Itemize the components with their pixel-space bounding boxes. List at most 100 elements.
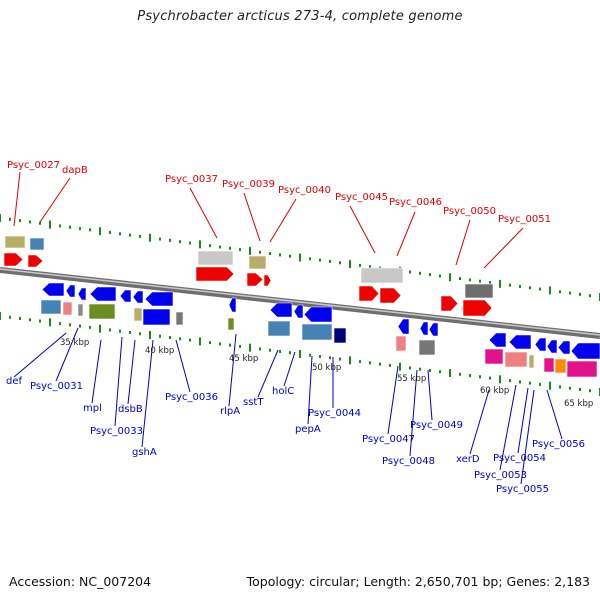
gene-arrow-red[interactable] <box>3 252 24 267</box>
gene-box[interactable] <box>504 351 528 368</box>
gene-arrow-blue[interactable] <box>534 337 547 352</box>
gene-label[interactable]: mpl <box>83 403 102 414</box>
gene-arrow-red[interactable] <box>246 272 264 287</box>
gene-box[interactable] <box>543 357 555 373</box>
label-leader-line <box>409 369 418 457</box>
gene-arrow-red[interactable] <box>462 299 493 317</box>
kbp-label: 65 kbp <box>564 399 593 409</box>
gene-label[interactable]: Psyc_0049 <box>410 420 463 431</box>
gene-arrow-blue[interactable] <box>570 342 600 360</box>
gene-label[interactable]: gshA <box>132 447 157 458</box>
gene-box[interactable] <box>566 360 598 378</box>
label-leader-line <box>520 389 535 485</box>
gene-box[interactable] <box>248 255 267 270</box>
gene-arrow-red[interactable] <box>358 285 380 302</box>
gene-box[interactable] <box>175 311 184 326</box>
gene-label[interactable]: Psyc_0046 <box>389 197 442 208</box>
gene-label[interactable]: Psyc_0055 <box>496 484 549 495</box>
gene-box[interactable] <box>227 317 235 331</box>
gene-arrow-blue[interactable] <box>77 287 87 301</box>
gene-arrow-blue[interactable] <box>428 322 439 337</box>
kbp-tick-labels: 35 kbp 40 kbp 45 kbp 50 kbp 55 kbp 60 kbp 65 k… <box>60 338 593 409</box>
gene-label[interactable]: Psyc_0056 <box>532 439 585 450</box>
gene-box[interactable] <box>142 308 171 326</box>
label-leader-line <box>269 198 297 243</box>
gene-box[interactable] <box>528 354 535 369</box>
gene-label[interactable]: Psyc_0037 <box>165 174 218 185</box>
gene-arrow-red[interactable] <box>440 295 459 312</box>
gene-box[interactable] <box>77 303 84 317</box>
gene-labels: Psyc_0027 dapB Psyc_0037 Psyc_0039Psyc_0040… <box>6 160 585 495</box>
gene-box[interactable] <box>197 250 234 266</box>
gene-box[interactable] <box>133 307 143 322</box>
gene-arrow-blue[interactable] <box>303 306 333 323</box>
gene-arrow-blue[interactable] <box>65 284 76 298</box>
gene-box[interactable] <box>484 348 504 365</box>
gene-arrow-blue[interactable] <box>119 289 132 303</box>
gene-box[interactable] <box>62 301 73 316</box>
gene-label[interactable]: dsbB <box>118 404 143 415</box>
gene-label[interactable]: Psyc_0053 <box>474 470 527 481</box>
gene-arrow-blue[interactable] <box>144 291 174 307</box>
gene-arrow-blue[interactable] <box>397 318 410 335</box>
kbp-label: 45 kbp <box>229 354 258 364</box>
gene-label[interactable]: Psyc_0054 <box>493 453 546 464</box>
gene-label[interactable]: dapB <box>62 165 88 176</box>
gene-label[interactable]: Psyc_0048 <box>382 456 435 467</box>
gene-label[interactable]: rlpA <box>220 406 240 417</box>
gene-arrow-blue[interactable] <box>488 332 507 348</box>
label-leader-line <box>127 339 136 405</box>
gene-label[interactable]: Psyc_0047 <box>362 434 415 445</box>
gene-label[interactable]: Psyc_0033 <box>90 426 143 437</box>
gene-arrow-red[interactable] <box>379 287 402 304</box>
gene-box[interactable] <box>88 303 116 320</box>
gene-box[interactable] <box>395 335 407 352</box>
topology-value: Topology: circular; Length: 2,650,701 bp… <box>246 574 590 589</box>
gene-label[interactable]: xerD <box>456 454 480 465</box>
gene-box[interactable] <box>464 283 494 299</box>
gene-label[interactable]: Psyc_0039 <box>222 179 275 190</box>
genome-backbone <box>0 267 600 339</box>
kbp-label: 40 kbp <box>145 346 174 356</box>
gene-arrow-blue[interactable] <box>228 297 237 313</box>
gene-arrow-blue[interactable] <box>557 340 571 355</box>
gene-arrow-blue[interactable] <box>41 282 65 297</box>
gene-label[interactable]: Psyc_0040 <box>278 185 331 196</box>
gene-box[interactable] <box>418 339 436 356</box>
gene-label[interactable]: def <box>6 376 23 387</box>
gene-arrow-blue[interactable] <box>293 304 304 319</box>
gene-label[interactable]: holC <box>272 386 294 397</box>
label-leader-line <box>483 227 524 269</box>
gene-arrow-blue[interactable] <box>269 302 293 318</box>
gene-label[interactable]: Psyc_0027 <box>7 160 60 171</box>
gene-label[interactable]: Psyc_0050 <box>443 206 496 217</box>
gene-arrow-red[interactable] <box>27 254 44 268</box>
gene-arrow-blue[interactable] <box>419 321 429 336</box>
gene-label[interactable]: pepA <box>295 424 321 435</box>
gene-arrow-red[interactable] <box>263 274 272 287</box>
gene-arrow-blue[interactable] <box>132 290 144 304</box>
gene-box[interactable] <box>301 323 333 341</box>
gene-label[interactable]: Psyc_0044 <box>308 408 361 419</box>
gene-label[interactable]: Psyc_0051 <box>498 214 551 225</box>
backbone-highlight <box>0 268 600 336</box>
gene-label[interactable]: sstT <box>243 397 264 408</box>
gene-box[interactable] <box>554 358 567 374</box>
gene-box[interactable] <box>333 327 347 344</box>
label-leader-line <box>455 219 471 266</box>
gene-box[interactable] <box>4 235 26 249</box>
label-leader-line <box>349 205 376 254</box>
gene-label[interactable]: Psyc_0036 <box>165 392 218 403</box>
gene-arrow-blue[interactable] <box>508 334 532 350</box>
gene-label[interactable]: Psyc_0031 <box>30 381 83 392</box>
gene-box[interactable] <box>360 267 404 284</box>
gene-arrow-blue[interactable] <box>546 339 558 354</box>
gene-box[interactable] <box>40 299 62 315</box>
gene-arrow-blue[interactable] <box>89 286 117 302</box>
gene-arrow-red[interactable] <box>195 266 235 282</box>
gene-box[interactable] <box>29 237 45 251</box>
gene-box[interactable] <box>267 320 291 337</box>
gene-label[interactable]: Psyc_0045 <box>335 192 388 203</box>
